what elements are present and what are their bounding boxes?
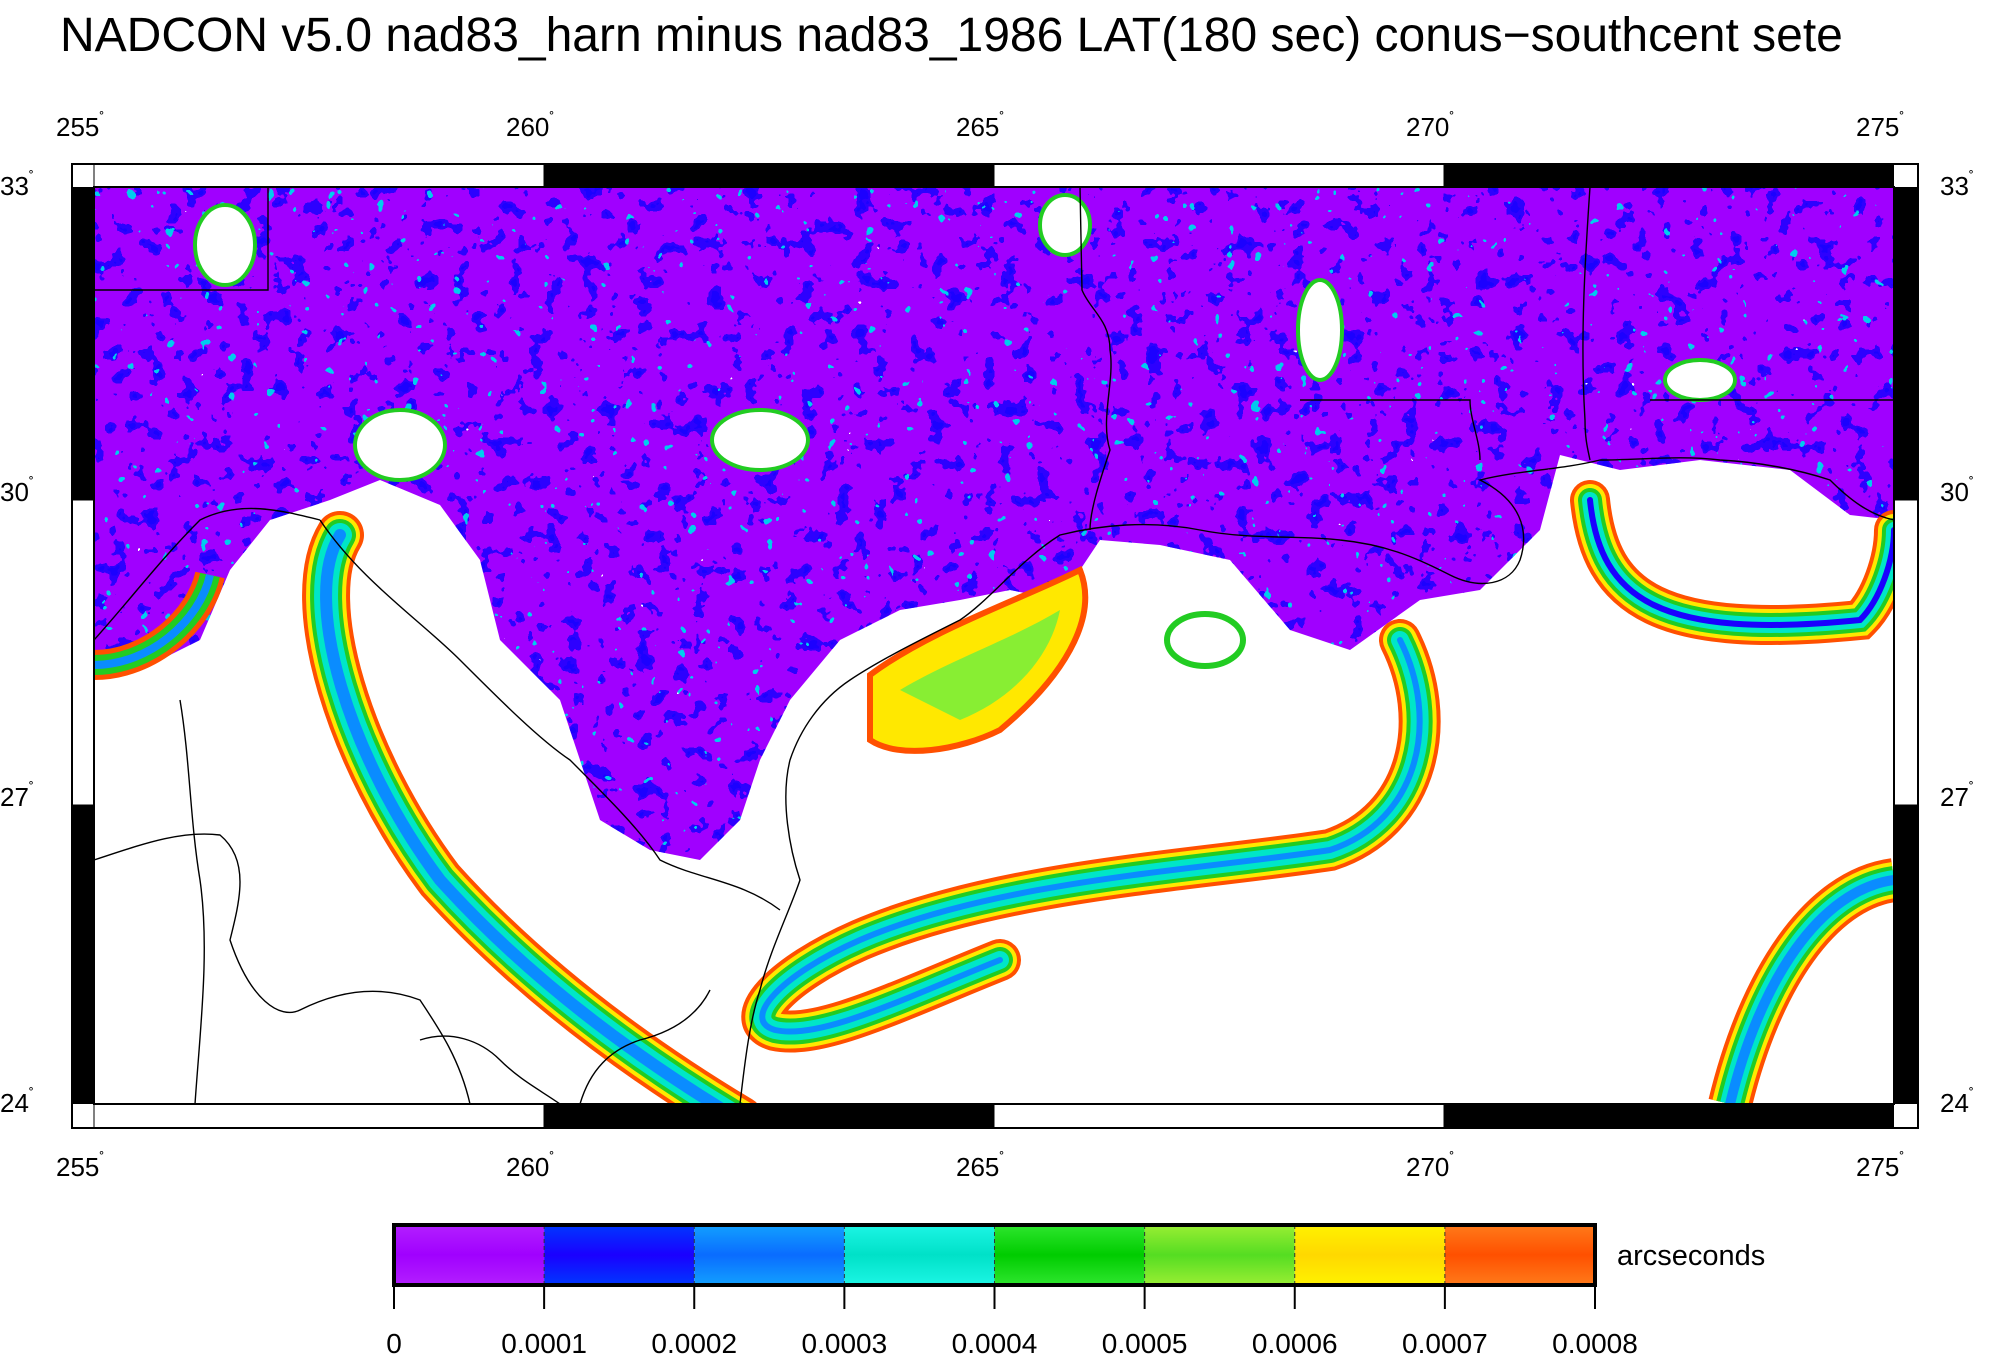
colorbar-tick-label: 0.0006 [1251,1328,1338,1359]
colorbar-tick-label: 0.0005 [1101,1328,1188,1359]
colorbar-tick-label: 0.0002 [651,1328,738,1359]
colorbar-tick-label: 0 [386,1328,402,1359]
lon-tick-top-270: 270˚ [1406,110,1455,142]
offshore-lobe-texas [867,565,1246,754]
lat-tick-left-30: 30˚ [0,474,34,507]
lat-tick-left-27: 27˚ [0,780,34,813]
colorbar-tick-label: 0.0008 [1552,1328,1638,1359]
lat-tick-left-24: 24˚ [0,1086,34,1118]
map-plot-area [94,187,1894,1104]
colorbar-tick-label: 0.0003 [801,1328,888,1359]
colorbar-segment-3 [844,1225,995,1285]
colorbar-segment-7 [1444,1225,1595,1285]
colorbar-tick-label: 0.0001 [501,1328,587,1359]
map-title: NADCON v5.0 nad83_harn minus nad83_1986 … [60,9,1843,62]
colorbar-tick-label: 0.0004 [951,1328,1038,1359]
lon-tick-bottom-265: 265˚ [956,1150,1005,1182]
colorbar-segment-6 [1294,1225,1445,1285]
lon-tick-top-275: 275˚ [1856,110,1905,142]
lon-tick-top-260: 260˚ [506,110,555,142]
map-frame-bars [71,163,1919,1129]
offshore-band-west [302,511,758,1104]
colorbar-segment-0 [394,1225,545,1285]
colorbar-unit-label: arcseconds [1617,1240,1766,1272]
lon-tick-top-255: 255˚ [56,110,105,142]
lon-tick-bottom-255: 255˚ [56,1150,105,1182]
lon-tick-bottom-270: 270˚ [1406,1150,1455,1182]
lon-tick-top-265: 265˚ [956,110,1005,142]
land-field [94,187,1894,860]
lon-tick-bottom-275: 275˚ [1856,1150,1905,1182]
lat-tick-right-24: 24˚ [1940,1086,1974,1118]
lat-tick-right-30: 30˚ [1940,474,1974,507]
colorbar-segment-4 [994,1225,1145,1285]
offshore-band-gulf [741,619,1441,1053]
offshore-band-northwest [94,571,225,680]
lat-tick-left-33: 33˚ [0,169,34,201]
colorbar [392,1223,1597,1309]
colorbar-segment-5 [1144,1225,1295,1285]
coastline [94,187,1894,1104]
lon-tick-bottom-260: 260˚ [506,1150,555,1182]
colorbar-tick-label: 0.0007 [1402,1328,1488,1359]
lat-tick-right-27: 27˚ [1940,780,1974,813]
offshore-band-east [1570,480,1894,645]
offshore-band-southeast [1708,858,1894,1104]
colorbar-segment-2 [694,1225,845,1285]
lat-tick-right-33: 33˚ [1940,169,1974,201]
colorbar-segment-1 [544,1225,695,1285]
